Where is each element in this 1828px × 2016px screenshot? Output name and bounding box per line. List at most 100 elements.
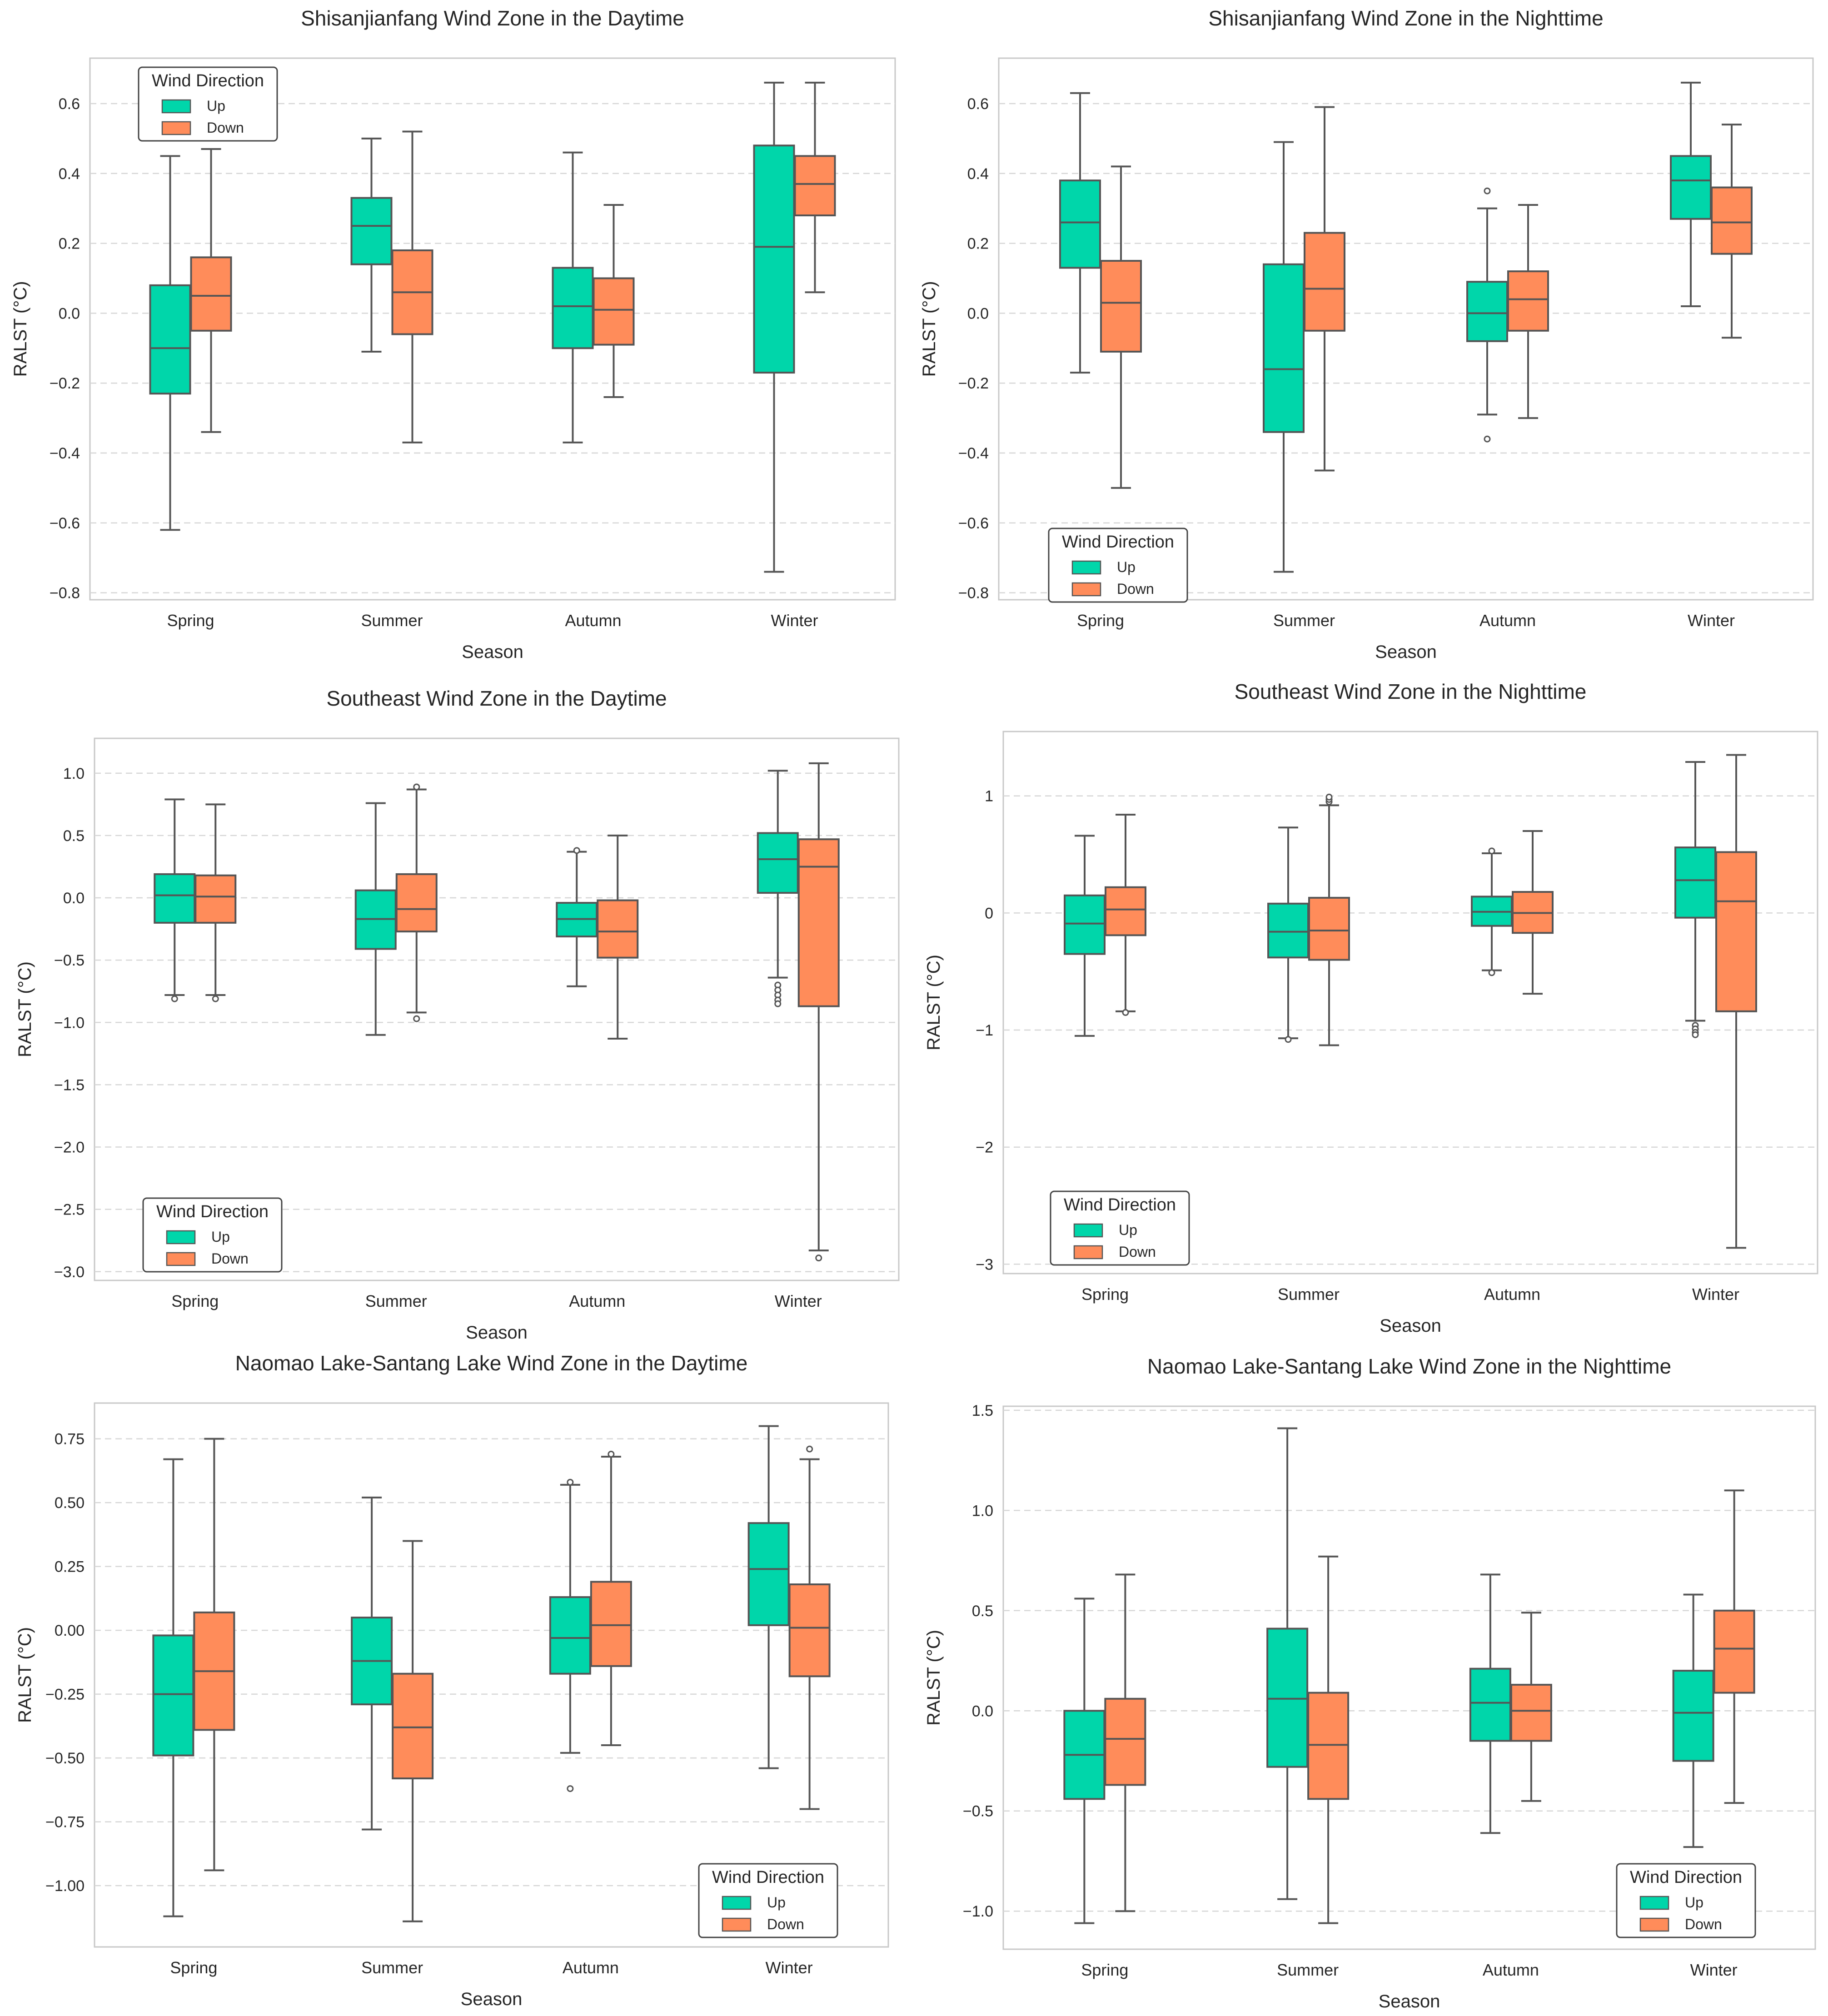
box-iqr [1263,263,1305,433]
box-down-autumn [1507,204,1549,419]
outlier-point [573,847,580,854]
y-tick-label: 1.0 [972,1502,993,1519]
outlier-point [774,1000,782,1007]
box-down-autumn [1510,1612,1552,1802]
box-iqr [1267,902,1309,959]
box-iqr [1711,186,1753,255]
x-tick-label: Winter [1690,1961,1738,1979]
legend: Wind Direction Up Down [142,1197,283,1273]
outlier-point [171,995,178,1002]
x-tick-label: Winter [766,1958,813,1977]
y-tick-label: −0.4 [958,445,989,462]
box-down-winter [794,81,836,294]
x-tick-label: Spring [171,1292,219,1310]
y-tick-label: −0.5 [963,1803,993,1820]
box-iqr [797,838,840,1007]
box-iqr [590,1581,632,1667]
x-axis-label: Season [1379,1991,1440,2011]
legend-label-down: Down [207,119,244,136]
box-iqr [1059,179,1101,269]
y-tick-label: 0.4 [967,165,989,183]
box-iqr [1100,260,1142,353]
box-up-summer [1266,1427,1309,1900]
y-tick-label: −0.75 [45,1814,85,1831]
y-tick-label: −1.00 [45,1877,85,1895]
legend-title: Wind Direction [712,1868,824,1887]
box-iqr [1104,1697,1146,1786]
outlier-point [413,783,420,791]
legend-label-up: Up [1117,559,1136,575]
x-tick-label: Winter [1688,611,1735,630]
chart-panel-1: −0.8 −0.6 −0.4 −0.2 0.0 0.2 0.4 0.6 Shisanjianfa… [10,6,896,662]
outlier-point [1122,1009,1129,1016]
box-up-summer [351,1496,393,1831]
box-iqr [788,1583,831,1678]
box-iqr [1307,1692,1350,1800]
box-iqr [1469,1668,1511,1742]
y-tick-label: 0.2 [59,235,80,253]
x-tick-label: Summer [1273,611,1335,630]
legend-label-down: Down [1119,1244,1156,1260]
x-tick-label: Autumn [569,1292,625,1310]
plot-frame [1002,731,1818,1274]
chart-title: Shisanjianfang Wind Zone in the Daytime [301,6,684,30]
chart-title: Naomao Lake-Santang Lake Wind Zone in th… [235,1351,748,1375]
box-up-summer [1267,826,1309,1043]
outlier-point [1692,1031,1699,1038]
box-down-autumn [1512,830,1554,995]
legend: Wind Direction Up Down [1048,528,1188,603]
y-tick-label: −1.5 [54,1076,85,1094]
y-tick-label: 0.00 [55,1622,85,1639]
y-axis-label: RALST (°C) [15,961,35,1057]
x-tick-label: Winter [1692,1285,1739,1304]
x-axis-label: Season [1375,642,1437,662]
box-iqr [149,284,191,395]
legend: Wind Direction Up Down [1616,1863,1756,1938]
y-tick-label: 0.25 [55,1558,85,1576]
y-tick-label: −0.2 [958,375,989,392]
box-up-winter [747,1425,790,1769]
y-tick-label: −1.0 [963,1903,993,1920]
chart-panel-4: −3 −2 −1 0 1 Southeast Wind Zone in the Night… [924,680,1818,1336]
box-iqr [1715,851,1757,1012]
box-down-winter [797,762,840,1262]
x-tick-label: Autumn [565,611,621,630]
legend-title: Wind Direction [1062,533,1174,552]
legend-label-up: Up [1685,1894,1703,1911]
box-iqr [190,256,232,332]
x-tick-label: Spring [1081,1961,1128,1979]
y-tick-label: 1.0 [63,765,85,782]
y-tick-label: 1 [985,788,993,805]
box-up-spring [152,1458,194,1917]
y-tick-label: −0.8 [958,585,989,602]
outlier-point [1484,187,1491,194]
legend-swatch-up [722,1896,752,1910]
y-tick-label: 0.0 [972,1702,993,1720]
box-down-winter [788,1445,831,1810]
box-up-autumn [1466,187,1508,443]
box-iqr [1266,1628,1309,1768]
box-down-autumn [590,1450,632,1747]
box-iqr [350,197,393,265]
legend-label-up: Up [207,98,225,114]
y-tick-label: 0 [985,905,993,922]
y-tick-label: 0.75 [55,1431,85,1448]
legend-label-up: Up [1119,1222,1137,1238]
y-tick-label: 0.0 [967,305,989,322]
box-iqr [1510,1683,1552,1742]
box-down-spring [1100,165,1142,489]
y-tick-label: 1.5 [972,1402,993,1419]
y-tick-label: −2.5 [54,1201,85,1219]
y-tick-label: −1.0 [54,1014,85,1031]
box-iqr [757,832,799,894]
box-iqr [1507,270,1549,332]
box-iqr [1713,1609,1755,1694]
box-down-spring [1104,1573,1146,1912]
box-up-autumn [1471,847,1513,976]
outlier-point [1488,969,1495,976]
x-tick-label: Spring [170,1958,217,1977]
box-iqr [1064,894,1106,955]
box-up-spring [1059,92,1101,374]
y-tick-label: −0.50 [45,1750,85,1767]
